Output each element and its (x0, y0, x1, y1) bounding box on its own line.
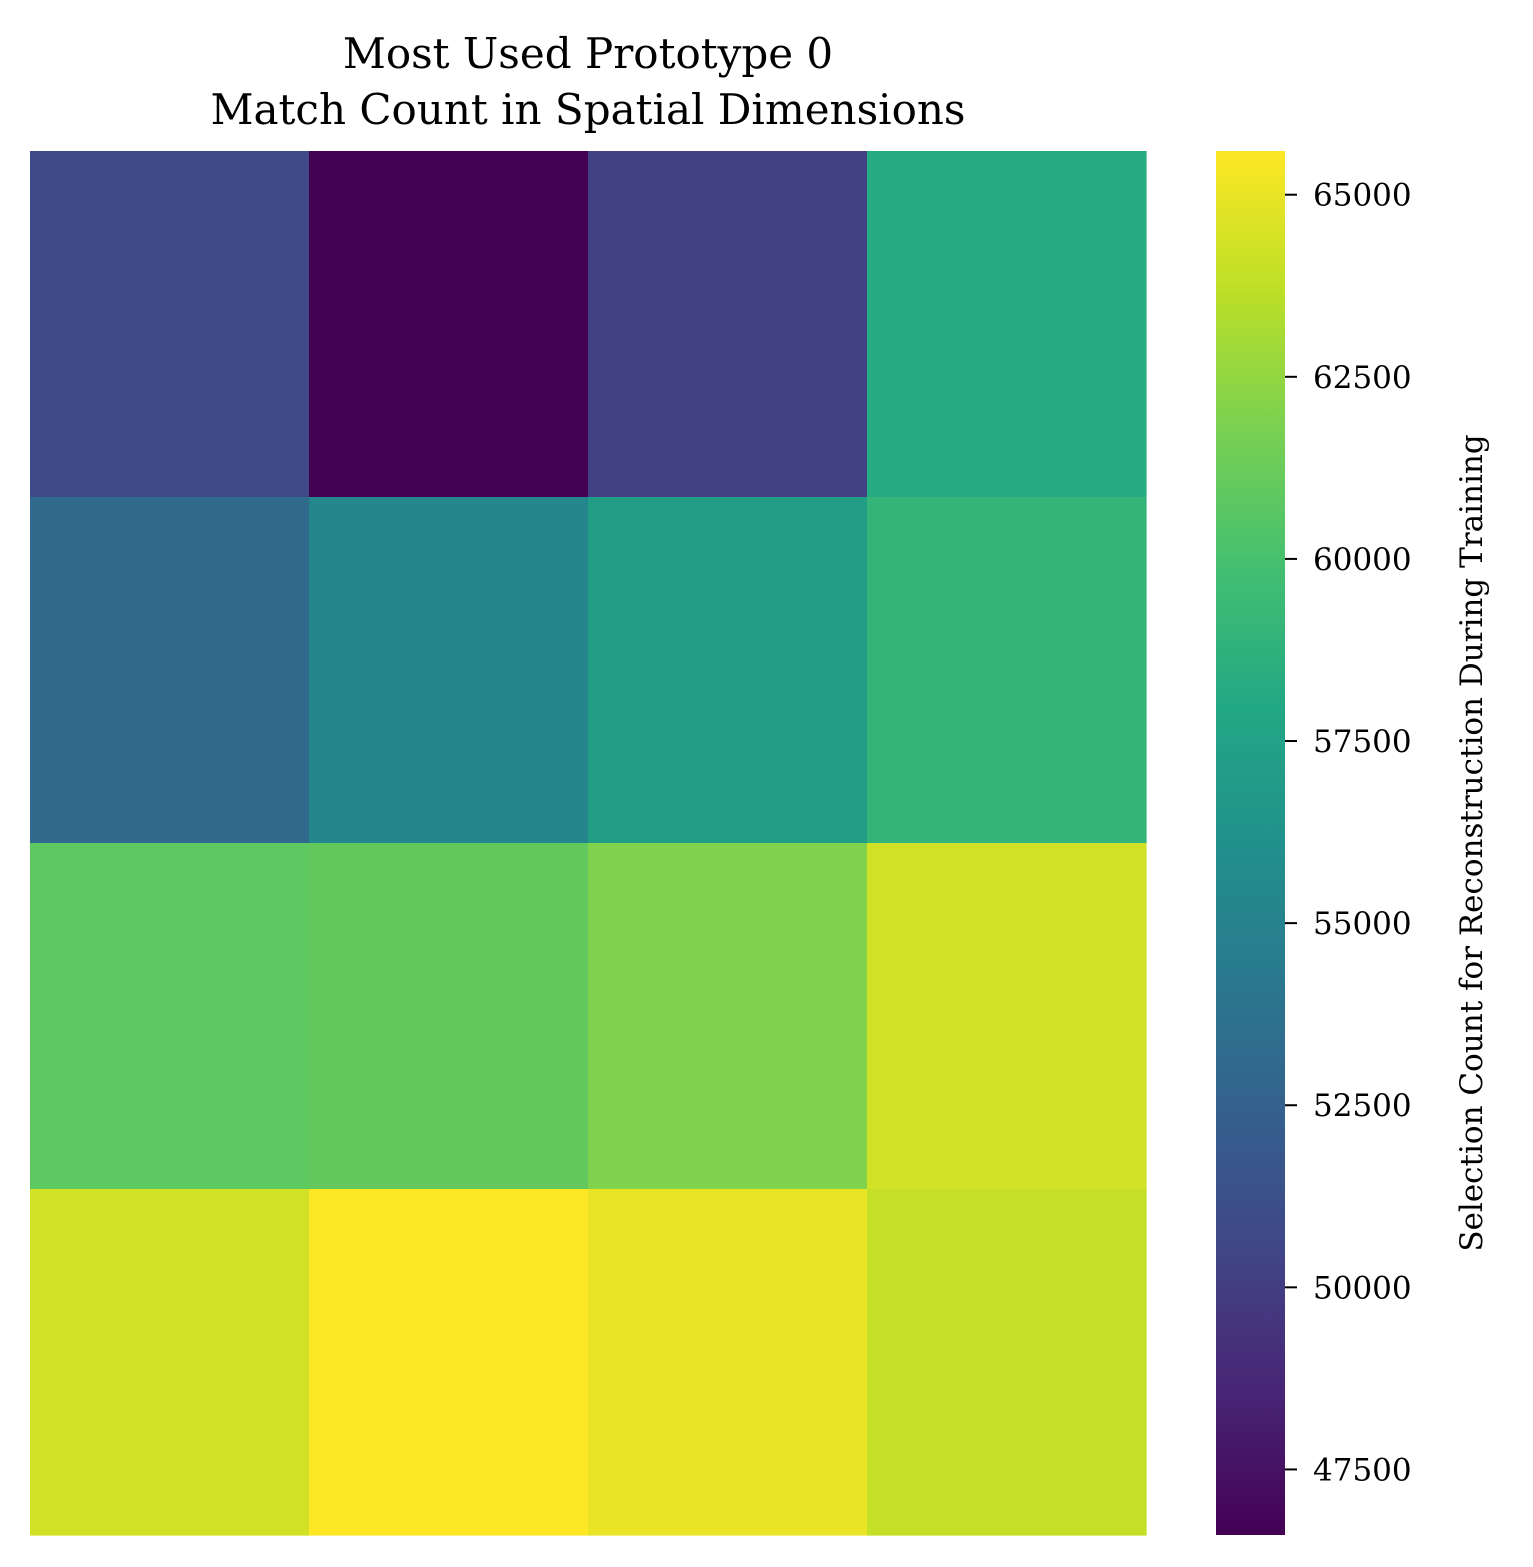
heatmap-cell-r2-c1 (309, 843, 589, 1190)
colorbar-tick-label: 62500 (1313, 360, 1412, 396)
heatmap-cell-r1-c0 (30, 497, 310, 844)
heatmap-cell-r2-c0 (30, 843, 310, 1190)
colorbar-tick-label: 57500 (1313, 724, 1412, 760)
colorbar-tick-label: 52500 (1313, 1088, 1412, 1124)
heatmap-cell-r0-c2 (588, 151, 868, 498)
colorbar-tick-label: 55000 (1313, 906, 1412, 942)
heatmap-cell-r1-c2 (588, 497, 868, 844)
heatmap-cell-r3-c0 (30, 1189, 310, 1536)
heatmap-cell-r3-c2 (588, 1189, 868, 1536)
colorbar-tick-label: 65000 (1313, 178, 1412, 214)
heatmap-cell-r0-c3 (867, 151, 1147, 498)
heatmap-cell-r3-c3 (867, 1189, 1147, 1536)
heatmap-cell-r0-c0 (30, 151, 310, 498)
colorbar-tick-label: 60000 (1313, 542, 1412, 578)
colorbar (1216, 151, 1285, 1535)
chart-title-line-1: Most Used Prototype 0 (343, 29, 833, 78)
heatmap-cell-r2-c2 (588, 843, 868, 1190)
chart-title-line-2: Match Count in Spatial Dimensions (211, 85, 966, 134)
colorbar-label: Selection Count for Reconstruction Durin… (1454, 434, 1490, 1251)
heatmap-cell-r3-c1 (309, 1189, 589, 1536)
heatmap-cell-r1-c1 (309, 497, 589, 844)
heatmap-cell-r1-c3 (867, 497, 1147, 844)
colorbar-tick-label: 50000 (1313, 1270, 1412, 1306)
colorbar-tick-label: 47500 (1313, 1452, 1412, 1488)
heatmap-cell-r2-c3 (867, 843, 1147, 1190)
heatmap-cell-r0-c1 (309, 151, 589, 498)
colorbar-ticks: 47500 50000 52500 55000 57500 60000 62500 65000 (1285, 178, 1412, 1488)
heatmap-cells (30, 151, 1147, 1536)
